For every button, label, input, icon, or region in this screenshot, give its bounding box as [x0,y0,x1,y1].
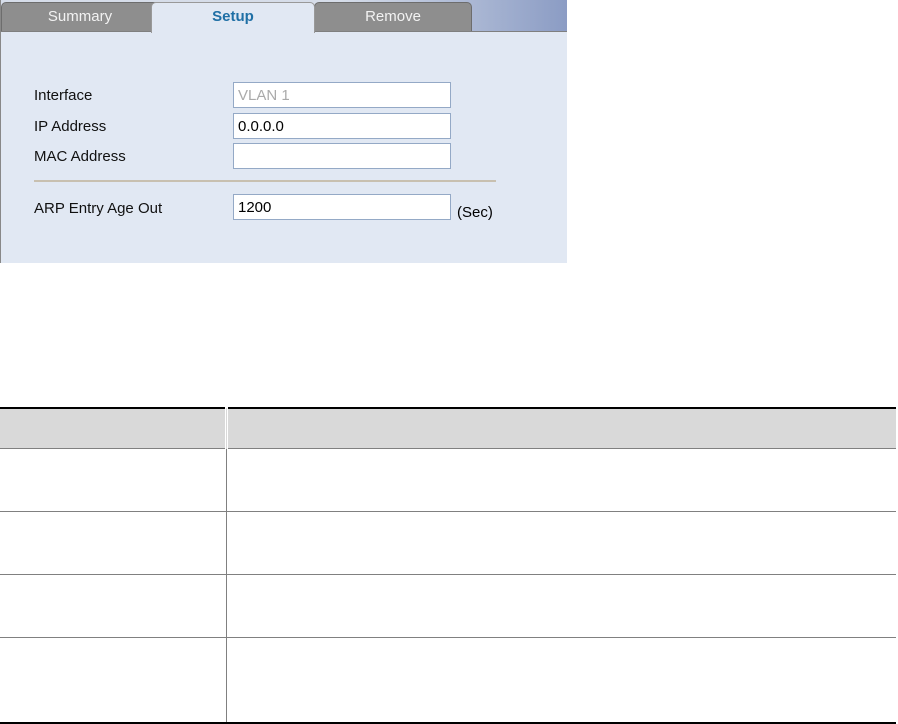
header-cell [0,408,228,449]
table-row [0,574,896,638]
tab-setup[interactable]: Setup [151,2,315,33]
mac-address-field[interactable] [233,143,451,169]
divider [34,180,496,182]
ip-address-field[interactable] [233,113,451,139]
arp-age-out-field[interactable] [233,194,451,220]
ip-address-label: IP Address [34,118,107,135]
table-row [0,448,896,512]
table-row [0,637,896,723]
arp-unit-label: (Sec) [457,204,493,221]
cell [0,637,227,723]
cell [226,511,896,575]
description-table [0,407,896,724]
cell [0,511,227,575]
interface-label: Interface [34,87,93,104]
cell [0,448,227,512]
interface-field [233,82,451,108]
cell [226,574,896,638]
table-row [0,511,896,575]
arp-age-out-label: ARP Entry Age Out [34,200,163,217]
arp-setup-panel: Summary Remove Setup Interface IP Addres… [0,0,567,263]
table-header [0,408,896,449]
cell [226,637,896,723]
tab-remove[interactable]: Remove [314,2,472,31]
mac-address-label: MAC Address [34,148,126,165]
header-cell [226,408,896,449]
cell [0,574,227,638]
cell [226,448,896,512]
tab-bar: Summary Remove Setup [1,0,567,33]
tab-summary[interactable]: Summary [1,2,159,31]
